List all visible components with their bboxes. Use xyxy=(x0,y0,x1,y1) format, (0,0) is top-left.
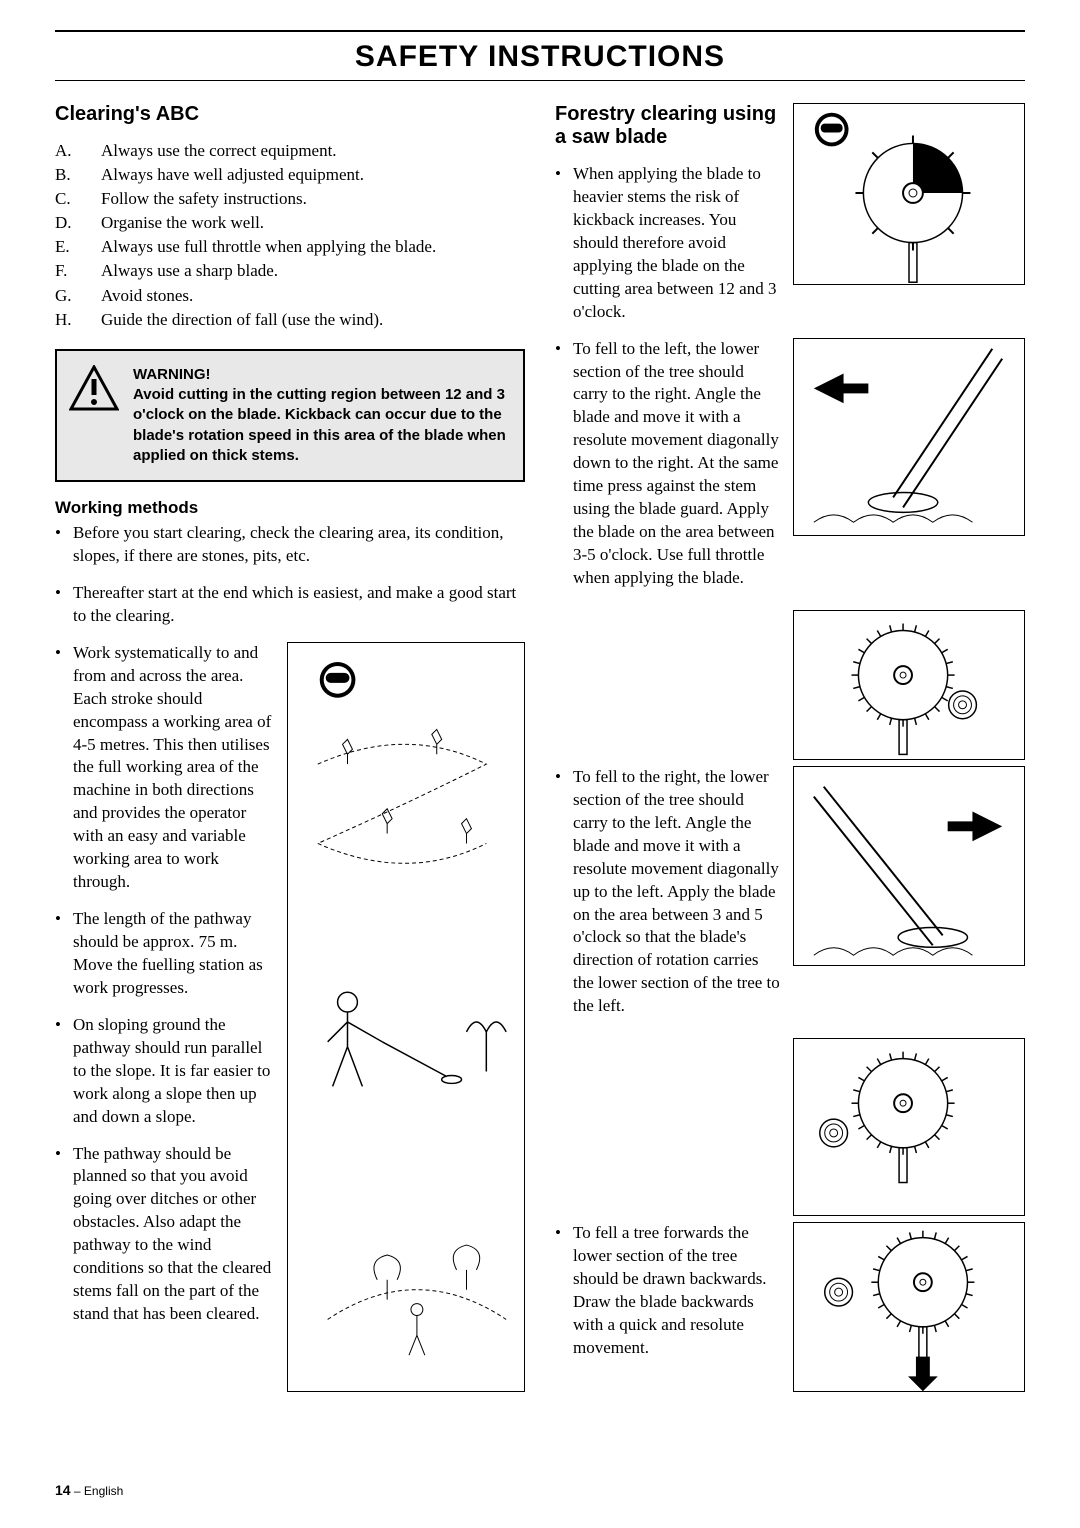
abc-letter: B. xyxy=(55,164,101,186)
abc-text: Follow the safety instructions. xyxy=(101,188,307,210)
bullet-dot: • xyxy=(55,522,73,568)
abc-item: F.Always use a sharp blade. xyxy=(55,260,525,282)
forestry-item xyxy=(555,1038,1025,1216)
forestry-bullet-list: •When applying the blade to heavier stem… xyxy=(555,163,781,324)
bullet-item: •Thereafter start at the end which is ea… xyxy=(55,582,525,628)
bullet-dot: • xyxy=(55,1014,73,1129)
bullet-dot: • xyxy=(555,766,573,1018)
bullet-item: •The length of the pathway should be app… xyxy=(55,908,277,1000)
forestry-illus-3 xyxy=(793,766,1025,966)
abc-item: C.Follow the safety instructions. xyxy=(55,188,525,210)
bullet-item: •To fell a tree forwards the lower secti… xyxy=(555,1222,783,1360)
forestry-illus-0 xyxy=(793,103,1025,285)
working-methods-heading: Working methods xyxy=(55,498,525,518)
abc-letter: D. xyxy=(55,212,101,234)
warning-box: WARNING! Avoid cutting in the cutting re… xyxy=(55,349,525,482)
bullet-item: •On sloping ground the pathway should ru… xyxy=(55,1014,277,1129)
bullet-item: •When applying the blade to heavier stem… xyxy=(555,163,781,324)
abc-letter: A. xyxy=(55,140,101,162)
right-column: Forestry clearing using a saw blade•When… xyxy=(555,103,1025,1398)
top-rule xyxy=(55,30,1025,32)
bullet-dot: • xyxy=(55,1143,73,1327)
page-footer: 14 – English xyxy=(55,1482,123,1498)
abc-item: D.Organise the work well. xyxy=(55,212,525,234)
page-title: SAFETY INSTRUCTIONS xyxy=(55,36,1025,80)
bullet-text: To fell to the right, the lower section … xyxy=(573,766,783,1018)
working-methods-side-bullets: •Work systematically to and from and acr… xyxy=(55,642,277,1340)
forestry-bullet-list: •To fell a tree forwards the lower secti… xyxy=(555,1222,783,1374)
bullet-item: •To fell to the right, the lower section… xyxy=(555,766,783,1018)
clearing-abc-heading: Clearing's ABC xyxy=(55,103,525,126)
forestry-illus-5 xyxy=(793,1222,1025,1392)
abc-letter: C. xyxy=(55,188,101,210)
saw-blade-12-3-danger-icon xyxy=(794,103,1024,285)
abc-item: E.Always use full throttle when applying… xyxy=(55,236,525,258)
bullet-text: Work systematically to and from and acro… xyxy=(73,642,277,894)
bullet-item: •To fell to the left, the lower section … xyxy=(555,338,783,590)
abc-text: Avoid stones. xyxy=(101,285,193,307)
abc-item: A.Always use the correct equipment. xyxy=(55,140,525,162)
abc-text: Guide the direction of fall (use the win… xyxy=(101,309,383,331)
bullet-dot: • xyxy=(555,338,573,590)
abc-letter: H. xyxy=(55,309,101,331)
forestry-illus-1 xyxy=(793,338,1025,536)
warning-text: WARNING! Avoid cutting in the cutting re… xyxy=(133,365,507,466)
forestry-item: •To fell to the right, the lower section… xyxy=(555,766,1025,1032)
forestry-bullet-list: •To fell to the left, the lower section … xyxy=(555,338,783,604)
bullet-dot: • xyxy=(555,163,573,324)
bullet-text: On sloping ground the pathway should run… xyxy=(73,1014,277,1129)
footer-lang: – English xyxy=(71,1484,124,1498)
bullet-dot: • xyxy=(55,908,73,1000)
page-number: 14 xyxy=(55,1482,71,1498)
bullet-item: •Before you start clearing, check the cl… xyxy=(55,522,525,568)
abc-text: Always use a sharp blade. xyxy=(101,260,278,282)
bullet-text: When applying the blade to heavier stems… xyxy=(573,163,781,324)
bullet-text: To fell a tree forwards the lower sectio… xyxy=(573,1222,783,1360)
abc-letter: G. xyxy=(55,285,101,307)
working-methods-top-bullets: •Before you start clearing, check the cl… xyxy=(55,522,525,628)
bullet-text: The length of the pathway should be appr… xyxy=(73,908,277,1000)
bullet-text: To fell to the left, the lower section o… xyxy=(573,338,783,590)
bullet-text: Before you start clearing, check the cle… xyxy=(73,522,525,568)
left-column: Clearing's ABC A.Always use the correct … xyxy=(55,103,525,1398)
operator-clearing-diagram-icon xyxy=(288,642,524,1392)
working-methods-row: •Work systematically to and from and acr… xyxy=(55,642,525,1392)
abc-item: B.Always have well adjusted equipment. xyxy=(55,164,525,186)
abc-list: A.Always use the correct equipment.B.Alw… xyxy=(55,140,525,331)
bullet-text: Thereafter start at the end which is eas… xyxy=(73,582,525,628)
two-column-layout: Clearing's ABC A.Always use the correct … xyxy=(55,103,1025,1398)
abc-text: Always use the correct equipment. xyxy=(101,140,337,162)
bullet-text: The pathway should be planned so that yo… xyxy=(73,1143,277,1327)
bullet-dot: • xyxy=(555,1222,573,1360)
abc-text: Always use full throttle when applying t… xyxy=(101,236,436,258)
forestry-illus-2 xyxy=(793,610,1025,760)
warning-title: WARNING! xyxy=(133,365,507,385)
forestry-item xyxy=(555,610,1025,760)
abc-text: Organise the work well. xyxy=(101,212,264,234)
abc-letter: F. xyxy=(55,260,101,282)
forestry-item: •To fell to the left, the lower section … xyxy=(555,338,1025,604)
abc-text: Always have well adjusted equipment. xyxy=(101,164,364,186)
bullet-dot: • xyxy=(55,582,73,628)
title-underline xyxy=(55,80,1025,81)
abc-item: G.Avoid stones. xyxy=(55,285,525,307)
warning-body: Avoid cutting in the cutting region betw… xyxy=(133,385,507,466)
clearing-pathway-illustration xyxy=(287,642,525,1392)
warning-triangle-icon xyxy=(69,365,119,411)
abc-letter: E. xyxy=(55,236,101,258)
forestry-heading: Forestry clearing using a saw blade xyxy=(555,103,781,149)
bullet-item: •Work systematically to and from and acr… xyxy=(55,642,277,894)
forestry-bullet-list: •To fell to the right, the lower section… xyxy=(555,766,783,1032)
forestry-item: •To fell a tree forwards the lower secti… xyxy=(555,1222,1025,1392)
bullet-dot: • xyxy=(55,642,73,894)
bullet-item: •The pathway should be planned so that y… xyxy=(55,1143,277,1327)
forestry-illus-4 xyxy=(793,1038,1025,1216)
abc-item: H.Guide the direction of fall (use the w… xyxy=(55,309,525,331)
